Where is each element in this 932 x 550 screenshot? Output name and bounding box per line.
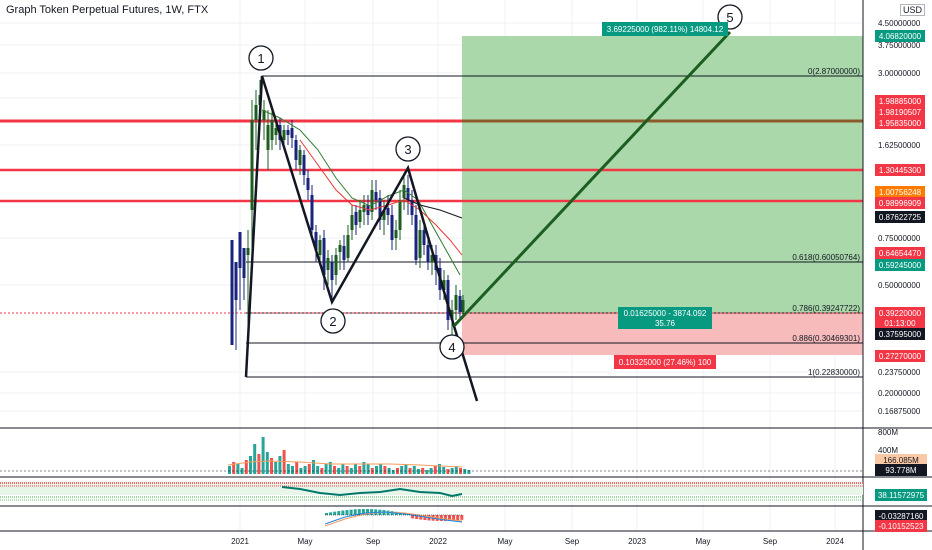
price-tick: 1.62500000 [878, 141, 921, 150]
entry-label-text: 0.01625000 - 3874.092 [624, 309, 707, 318]
price-label: 01:13:00 [875, 317, 925, 329]
time-tick: 2021 [231, 537, 249, 546]
chart-title: Graph Token Perpetual Futures, 1W, FTX [6, 4, 209, 16]
svg-text:93.778M: 93.778M [885, 466, 916, 475]
volume-axis: 800M 400M [878, 428, 898, 455]
svg-text:1.95835000: 1.95835000 [879, 119, 922, 128]
svg-text:4.06820000: 4.06820000 [879, 32, 922, 41]
time-axis[interactable]: 2021 May Sep 2022 May Sep 2023 May Sep 2024 [231, 537, 844, 546]
fib-label-0: 0(2.87000000) [808, 67, 860, 76]
svg-text:0.64654470: 0.64654470 [879, 249, 922, 258]
price-label: 4.06820000 [875, 30, 925, 42]
svg-text:-0.10152523: -0.10152523 [879, 522, 924, 531]
price-tick: 0.16875000 [878, 407, 921, 416]
time-tick: Sep [366, 537, 381, 546]
indicator-label: 166.085M [875, 454, 927, 466]
wave-label-1[interactable]: 1 [248, 45, 274, 71]
moving-average-short [261, 109, 461, 276]
svg-text:0.59245000: 0.59245000 [879, 261, 922, 270]
time-tick: 2023 [628, 537, 646, 546]
volume-bars [228, 437, 471, 474]
price-label: 1.30445300 [875, 164, 925, 176]
entry-sub-text: 35.76 [655, 319, 676, 328]
svg-text:1.98885000: 1.98885000 [879, 97, 922, 106]
fib-label-1: 1(0.22830000) [808, 368, 860, 377]
fib-label-786: 0.786(0.39247722) [792, 304, 860, 313]
wave-label-3-text: 3 [404, 142, 411, 157]
moving-average-long [403, 197, 463, 219]
price-tick: 0.23750000 [878, 368, 921, 377]
price-tick: 0.75000000 [878, 234, 921, 243]
indicator-label: 38.11572975 [875, 489, 927, 501]
fib-label-886: 0.886(0.30469301) [792, 334, 860, 343]
indicator-label: -0.03287160 [875, 510, 927, 522]
price-label: 0.64654470 [875, 247, 925, 259]
price-tick: 0.20000000 [878, 389, 921, 398]
svg-text:166.085M: 166.085M [883, 456, 919, 465]
price-labels: 4.06820000 1.98885000 1.98190507 1.95835000… [875, 30, 925, 362]
price-label: 0.87622725 [875, 211, 925, 223]
svg-text:0.39220000: 0.39220000 [879, 309, 922, 318]
stop-label[interactable]: 0.10325000 (27.46%) 100 [614, 355, 716, 369]
entry-label[interactable]: 0.01625000 - 3874.092 35.76 [618, 307, 712, 329]
rsi-band [0, 482, 863, 495]
time-tick: Sep [565, 537, 580, 546]
time-tick: 2022 [429, 537, 447, 546]
wave-label-4[interactable]: 4 [439, 334, 465, 360]
price-label: 0.98996909 [875, 197, 925, 209]
time-tick: Sep [763, 537, 778, 546]
price-tick: 0.50000000 [878, 281, 921, 290]
resistance-lines[interactable] [0, 119, 863, 203]
wave-label-2-text: 2 [329, 314, 336, 329]
wave-label-2[interactable]: 2 [320, 308, 346, 334]
rsi-line [281, 486, 463, 498]
svg-text:01:13:00: 01:13:00 [884, 319, 916, 328]
svg-text:1.00756248: 1.00756248 [879, 188, 922, 197]
price-label: 1.98190507 [875, 106, 925, 118]
svg-text:1.30445300: 1.30445300 [879, 166, 922, 175]
svg-text:0.37595000: 0.37595000 [879, 330, 922, 339]
svg-text:-0.03287160: -0.03287160 [879, 512, 924, 521]
price-tick: 3.75000000 [878, 41, 921, 50]
macd-signal-line [324, 511, 463, 525]
time-tick: 2024 [826, 537, 844, 546]
svg-text:0.87622725: 0.87622725 [879, 213, 922, 222]
price-tick: 4.50000000 [878, 19, 921, 28]
fib-label-618: 0.618(0.60050764) [792, 253, 860, 262]
price-label: 0.27270000 [875, 350, 925, 362]
projection-line[interactable] [452, 30, 732, 328]
stop-label-text: 0.10325000 (27.46%) 100 [619, 358, 712, 367]
wave-label-3[interactable]: 3 [395, 136, 421, 162]
target-label[interactable]: 3.69225000 (982.11%) 14804.12 [602, 22, 728, 36]
currency-label[interactable]: USD [900, 4, 926, 16]
price-label: 0.59245000 [875, 259, 925, 271]
svg-text:0.98996909: 0.98996909 [879, 199, 922, 208]
time-tick: May [297, 537, 312, 546]
price-label: 0.39220000 [875, 307, 925, 319]
indicator-label: 93.778M [875, 464, 927, 476]
svg-text:0.27270000: 0.27270000 [879, 352, 922, 361]
time-tick: May [695, 537, 710, 546]
volume-ma-line [227, 460, 463, 468]
svg-text:1.98190507: 1.98190507 [879, 108, 922, 117]
price-label: 1.95835000 [875, 117, 925, 129]
volume-tick: 400M [878, 446, 898, 455]
indicator-label: -0.10152523 [875, 520, 927, 532]
time-tick: May [497, 537, 512, 546]
target-label-text: 3.69225000 (982.11%) 14804.12 [607, 25, 724, 34]
wave-label-4-text: 4 [448, 340, 455, 355]
price-tick: 3.00000000 [878, 69, 921, 78]
volume-tick: 800M [878, 428, 898, 437]
wave-label-5-text: 5 [726, 10, 733, 25]
price-label: 1.00756248 [875, 186, 925, 198]
svg-text:38.11572975: 38.11572975 [878, 491, 925, 500]
price-label: 0.37595000 [875, 328, 925, 340]
wave-label-1-text: 1 [257, 51, 264, 66]
price-label: 1.98885000 [875, 95, 925, 107]
profit-zone[interactable] [462, 36, 863, 313]
